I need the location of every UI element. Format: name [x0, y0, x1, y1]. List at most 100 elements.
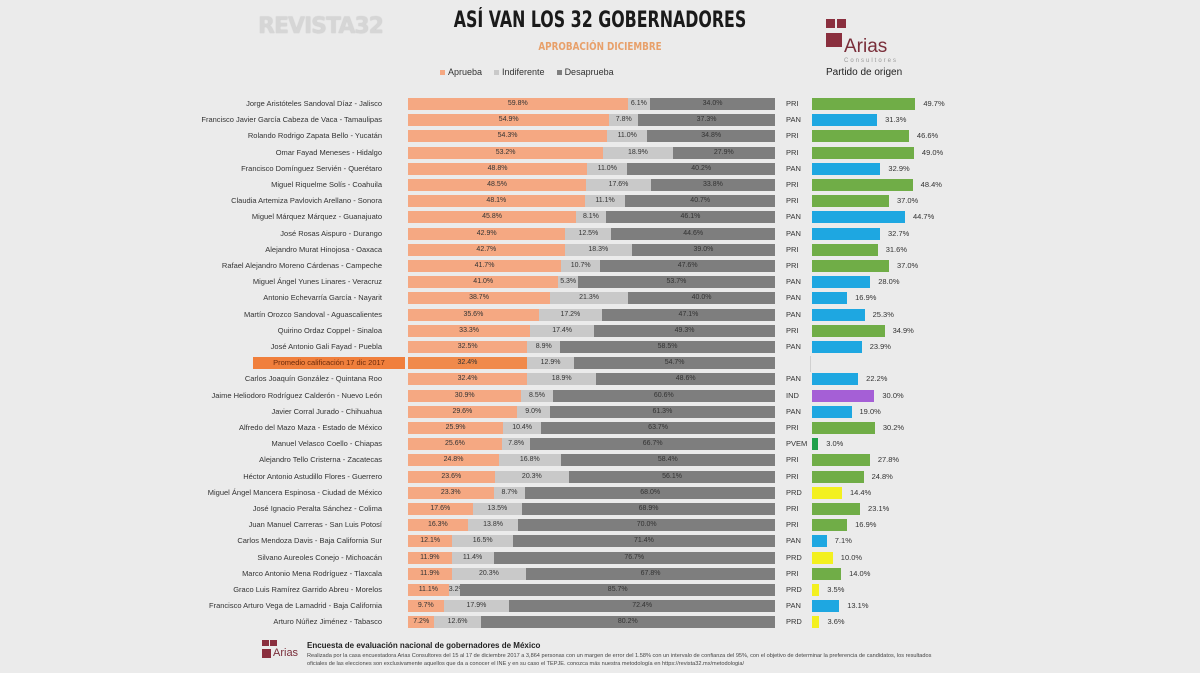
footer-logo-text: Arias: [273, 647, 299, 659]
bar-segment-indiferente: 18.9%: [527, 373, 597, 386]
governor-name: Rolando Rodrigo Zapata Bello - Yucatán: [247, 131, 382, 141]
bar-segment-indiferente: 11.0%: [607, 130, 648, 143]
governor-name: José Rosas Aispuro - Durango: [280, 228, 382, 238]
bar-segment-aprueba: 32.4%: [408, 373, 528, 386]
chart-title: ASÍ VAN LOS 32 GOBERNADORES: [453, 8, 747, 33]
bar-segment-desaprueba: 48.6%: [596, 373, 775, 386]
bar-segment-desaprueba: 58.5%: [560, 341, 775, 353]
party-label: PAN: [786, 374, 801, 384]
party-value: 3.6%: [827, 617, 845, 627]
bar-segment-indiferente: 20.3%: [494, 470, 570, 483]
bar-segment-aprueba: 41.0%: [408, 276, 559, 289]
chart-subtitle: APROBACIÓN DICIEMBRE: [538, 40, 662, 53]
party-label: PRI: [786, 147, 799, 157]
party-label: PRI: [786, 455, 799, 465]
governor-name: Marco Antonio Mena Rodríguez - Tlaxcala: [242, 568, 382, 578]
bar-segment-desaprueba: 34.0%: [650, 98, 775, 110]
legend-item-desaprueba: Desaprueba: [556, 67, 614, 77]
party-column-header: Partido de origen: [826, 67, 903, 78]
party-bar-prd: [812, 486, 842, 499]
party-label: PRI: [786, 261, 799, 270]
bar-segment-indiferente: 8.7%: [493, 486, 526, 499]
bar-segment-indiferente: 16.8%: [499, 454, 561, 467]
bar-segment-desaprueba: 56.1%: [569, 470, 775, 483]
party-bar-pan: [812, 535, 827, 548]
bar-segment-indiferente: 18.3%: [564, 243, 632, 256]
legend-label: Indiferente: [502, 67, 545, 77]
bar-segment-indiferente: 10.7%: [561, 260, 601, 272]
bar-segment-indiferente: 12.9%: [526, 357, 575, 370]
governor-name: Omar Fayad Meneses - Hidalgo: [275, 147, 382, 157]
bar-segment-indiferente: 10.4%: [503, 422, 542, 434]
bar-segment-aprueba: 9.7%: [408, 600, 444, 613]
party-label: PAN: [786, 277, 801, 287]
party-bar-pan: [812, 114, 878, 127]
party-bar-pan: [812, 292, 848, 305]
bar-segment-indiferente: 17.2%: [538, 308, 602, 321]
bar-segment-indiferente: 6.1%: [627, 98, 651, 110]
party-label: PRI: [786, 471, 799, 481]
governor-name: Miguel Ángel Mancera Espinosa - Ciudad d…: [207, 487, 382, 497]
party-value: 31.6%: [885, 244, 907, 254]
party-value: 23.9%: [869, 342, 891, 351]
bar-segment-aprueba: 48.1%: [408, 195, 585, 208]
bar-segment-desaprueba: 39.0%: [631, 243, 775, 256]
party-label: PAN: [786, 228, 801, 238]
party-label: PAN: [786, 342, 801, 351]
governor-name: Silvano Aureoles Conejo - Michoacán: [257, 552, 382, 562]
party-label: PRI: [786, 244, 799, 254]
party-value: 14.4%: [849, 487, 872, 497]
bar-segment-aprueba: 32.4%: [408, 357, 527, 370]
party-bar-prd: [812, 551, 833, 564]
governor-name: Miguel Ángel Yunes Linares - Veracruz: [252, 277, 382, 287]
legend-label: Aprueba: [448, 67, 483, 77]
party-value: 34.9%: [892, 325, 914, 335]
bar-segment-aprueba: 24.8%: [408, 454, 500, 467]
bar-segment-desaprueba: 46.1%: [605, 211, 775, 224]
logo-arrow-icon: [826, 33, 842, 47]
governor-name: Francisco Arturo Vega de Lamadrid - Baja…: [208, 601, 382, 611]
logo-arrow-icon: [262, 640, 269, 646]
party-bar-pri: [812, 130, 909, 143]
bar-segment-indiferente: 21.3%: [550, 292, 629, 305]
party-label: PRD: [786, 487, 802, 497]
bar-segment-indiferente: 12.6%: [434, 616, 481, 629]
party-value: 32.7%: [888, 228, 910, 238]
governor-name: Miguel Riquelme Solís - Coahuila: [271, 180, 382, 189]
bar-segment-aprueba: 38.7%: [408, 292, 551, 305]
bar-segment-aprueba: 42.7%: [408, 243, 565, 256]
bar-segment-desaprueba: 71.4%: [512, 535, 775, 548]
bar-segment-indiferente: 3.2%: [448, 584, 465, 596]
party-divider: [810, 356, 811, 373]
governor-name: Alfredo del Mazo Maza - Estado de México: [239, 423, 382, 432]
bar-segment-desaprueba: 58.4%: [560, 454, 775, 467]
party-bar-pri: [812, 503, 861, 515]
governor-name: Claudia Artemiza Pavlovich Arellano - So…: [231, 196, 382, 206]
party-bar-ind: [812, 389, 875, 402]
governor-name: Jorge Aristóteles Sandoval Díaz - Jalisc…: [246, 99, 382, 108]
bar-segment-aprueba: 23.3%: [408, 486, 494, 499]
bar-segment-aprueba: 42.9%: [408, 227, 566, 240]
party-value: 44.7%: [912, 212, 935, 222]
legend-item-aprueba: Aprueba: [440, 67, 482, 77]
party-bar-pan: [812, 600, 840, 613]
party-value: 27.8%: [877, 455, 900, 465]
bar-segment-aprueba: 53.2%: [408, 146, 604, 159]
governor-name: Miguel Márquez Márquez - Guanajuato: [251, 212, 382, 222]
party-label: PRI: [786, 196, 799, 206]
party-value: 7.1%: [834, 536, 852, 546]
bar-segment-indiferente: 8.1%: [576, 211, 606, 224]
bar-segment-aprueba: 48.5%: [408, 179, 587, 191]
bar-segment-aprueba: 12.1%: [408, 535, 453, 548]
logo-text: Arias: [844, 36, 888, 57]
party-value: 30.2%: [882, 423, 905, 432]
bar-segment-aprueba: 29.6%: [408, 405, 517, 418]
legend: Aprueba Indiferente Desaprueba: [440, 67, 614, 77]
party-label: PRI: [786, 520, 799, 530]
legend-swatch-desaprueba: [556, 69, 562, 75]
governor-name: Carlos Joaquín González - Quintana Roo: [244, 374, 382, 384]
bar-segment-aprueba: 33.3%: [408, 324, 531, 337]
bar-segment-desaprueba: 44.6%: [611, 227, 775, 240]
bar-segment-aprueba: 32.5%: [408, 341, 528, 353]
bar-segment-indiferente: 17.6%: [586, 179, 651, 191]
